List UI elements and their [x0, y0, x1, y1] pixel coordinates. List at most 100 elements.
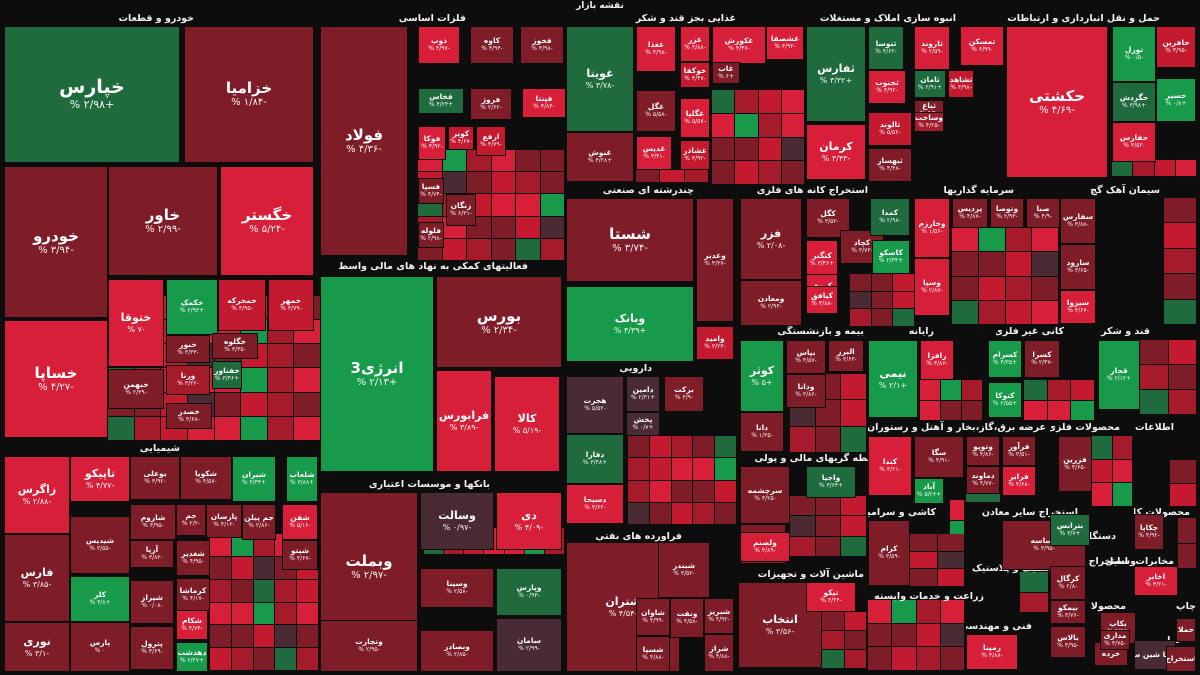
mosaic-tile[interactable]	[671, 480, 693, 502]
mosaic-tile[interactable]	[1005, 300, 1032, 324]
mosaic-tile[interactable]	[1047, 380, 1071, 400]
mosaic-tile[interactable]	[841, 374, 866, 400]
stock-tile[interactable]: سامان -۲/۹۹ %	[496, 618, 562, 672]
mosaic-tile[interactable]	[1024, 380, 1047, 400]
stock-tile[interactable]: کسرام +۴/۳۵ %	[988, 340, 1022, 378]
mosaic-tile[interactable]	[442, 238, 466, 260]
mosaic-tile[interactable]	[267, 416, 294, 440]
mosaic-tile[interactable]	[978, 276, 1005, 300]
stock-tile[interactable]: زاگرس -۲/۸۸ %	[4, 456, 70, 534]
mosaic-tile[interactable]	[893, 274, 914, 291]
mosaic-tile[interactable]	[1024, 400, 1047, 420]
mosaic-tile[interactable]	[1140, 365, 1168, 389]
stock-tile[interactable]: سیزوا -۳/۶۶ %	[1060, 290, 1096, 324]
stock-tile[interactable]: وخارزم -۱/۵۶ %	[914, 198, 950, 258]
mosaic-tile[interactable]	[781, 113, 804, 137]
stock-tile[interactable]: خنور -۳/۳۳ %	[166, 335, 210, 363]
mosaic-tile[interactable]	[241, 392, 267, 416]
stock-tile[interactable]: کندا -۳/۲۱ %	[868, 436, 912, 496]
stock-tile[interactable]: وسالت -۰/۹۷ %	[420, 492, 494, 550]
stock-tile[interactable]: کلر +۳/۸ %	[70, 576, 130, 622]
mosaic-tile[interactable]	[649, 458, 671, 480]
mosaic-tile[interactable]	[841, 496, 866, 516]
mosaic-tile[interactable]	[1032, 276, 1058, 300]
mosaic-tile[interactable]	[910, 551, 937, 569]
mosaic-tile[interactable]	[940, 623, 964, 647]
stock-tile[interactable]: ثالوند -۵/۵۲ %	[868, 112, 912, 146]
stock-tile[interactable]: ارفع -۴/۷۹ %	[476, 126, 506, 156]
stock-tile[interactable]: سرچشمه -۳/۲۵ %	[740, 466, 790, 524]
mosaic-tile[interactable]	[712, 137, 735, 161]
stock-tile[interactable]: وبصادر -۲/۸۵ %	[420, 630, 494, 672]
stock-tile[interactable]: وبملت -۲/۹۷ %	[320, 492, 418, 642]
mosaic-tile[interactable]	[231, 579, 253, 602]
stock-tile[interactable]: استخراج	[1166, 646, 1196, 672]
stock-tile[interactable]: کیافق -۳/۸۸ %	[806, 286, 838, 314]
mosaic-tile[interactable]	[267, 344, 294, 368]
stock-tile[interactable]: ونفت -۴/۵۸ %	[670, 598, 704, 638]
mosaic-tile[interactable]	[1020, 592, 1048, 612]
mosaic-tile[interactable]	[937, 534, 964, 551]
mosaic-tile[interactable]	[253, 625, 275, 648]
stock-tile[interactable]: حسیر +۰/۸ %	[1156, 78, 1196, 122]
mosaic-tile[interactable]	[1112, 459, 1132, 483]
stock-tile[interactable]: سا فعا شین سایر	[1134, 640, 1176, 670]
stock-tile[interactable]: بیمکو -۳/۷۶ %	[1050, 600, 1086, 624]
mosaic-tile[interactable]	[1005, 252, 1032, 276]
mosaic-tile[interactable]	[940, 647, 964, 670]
stock-tile[interactable]: غزر -۳/۸۸ %	[680, 26, 710, 62]
mosaic-tile[interactable]	[649, 436, 671, 458]
stock-tile[interactable]: واجیا +۳/۶۴ %	[806, 466, 856, 498]
mosaic-tile[interactable]	[108, 416, 134, 440]
stock-tile[interactable]: صبا -۴/۹ %	[1026, 198, 1060, 228]
mosaic-tile[interactable]	[758, 137, 781, 161]
mosaic-tile[interactable]	[868, 623, 892, 647]
mosaic-tile[interactable]	[790, 536, 815, 556]
stock-tile[interactable]: شکویا -۴/۵۷ %	[180, 456, 232, 500]
stock-tile[interactable]: شیدیس -۳/۵۵ %	[70, 516, 130, 574]
mosaic-tile[interactable]	[735, 90, 758, 113]
mosaic-tile[interactable]	[1005, 228, 1032, 252]
mosaic-tile[interactable]	[962, 400, 982, 420]
stock-tile[interactable]: فرابر -۴/۶۸ %	[1002, 466, 1036, 496]
stock-tile[interactable]: وامید -۳/۲۳ %	[696, 326, 734, 360]
stock-tile[interactable]: فرآور -۳/۵۱ %	[1002, 436, 1036, 466]
stock-tile[interactable]: خمهر -۴/۷۹ %	[268, 279, 314, 331]
stock-tile[interactable]: دانا -۱/۳۵ %	[740, 412, 784, 452]
stock-tile[interactable]: جم پیلن -۲/۸۶ %	[242, 504, 276, 540]
mosaic-tile[interactable]	[253, 648, 275, 670]
mosaic-tile[interactable]	[516, 238, 540, 260]
stock-tile[interactable]: خکمک +۲/۹۳ %	[166, 279, 218, 335]
mosaic-tile[interactable]	[540, 150, 564, 172]
mosaic-tile[interactable]	[1170, 483, 1196, 506]
stock-tile[interactable]: دماوند -۴/۷۷ %	[966, 466, 1000, 494]
stock-tile[interactable]: ثاروند -۲/۵۹ %	[914, 26, 950, 70]
stock-tile[interactable]: وتوصا -۲/۹۳ %	[990, 198, 1024, 228]
mosaic-tile[interactable]	[693, 458, 715, 480]
stock-tile[interactable]: سارود -۳/۶۵ %	[1060, 244, 1096, 290]
mosaic-tile[interactable]	[952, 300, 978, 324]
mosaic-tile[interactable]	[1112, 436, 1132, 459]
mosaic-tile[interactable]	[671, 502, 693, 524]
mosaic-tile[interactable]	[671, 436, 693, 458]
stock-tile[interactable]: پارسان -۴/۱۲ %	[206, 504, 242, 538]
mosaic-tile[interactable]	[649, 502, 671, 524]
stock-tile[interactable]: قجار +۲/۱۲ %	[1098, 340, 1140, 410]
mosaic-tile[interactable]	[1164, 299, 1196, 324]
mosaic-tile[interactable]	[952, 276, 978, 300]
mosaic-tile[interactable]	[628, 480, 649, 502]
mosaic-tile[interactable]	[210, 648, 231, 670]
stock-tile[interactable]: غغذا -۴/۹۸ %	[636, 26, 676, 72]
stock-tile[interactable]: خساپا -۴/۲۷ %	[4, 320, 108, 438]
mosaic-tile[interactable]	[815, 426, 841, 452]
stock-tile[interactable]: فوکا -۴/۹۲ %	[418, 126, 446, 160]
stock-tile[interactable]: دفارا +۳/۴۸ %	[566, 434, 624, 484]
mosaic-tile[interactable]	[628, 436, 649, 458]
stock-tile[interactable]: وسپا -۲/۸۷ %	[914, 258, 950, 316]
stock-tile[interactable]: شغدیر -۴/۹۵ %	[176, 540, 210, 576]
mosaic-tile[interactable]	[712, 161, 735, 184]
mosaic-tile[interactable]	[1164, 274, 1196, 299]
mosaic-tile[interactable]	[920, 380, 940, 400]
mosaic-tile[interactable]	[540, 172, 564, 194]
mosaic-tile[interactable]	[516, 150, 540, 172]
